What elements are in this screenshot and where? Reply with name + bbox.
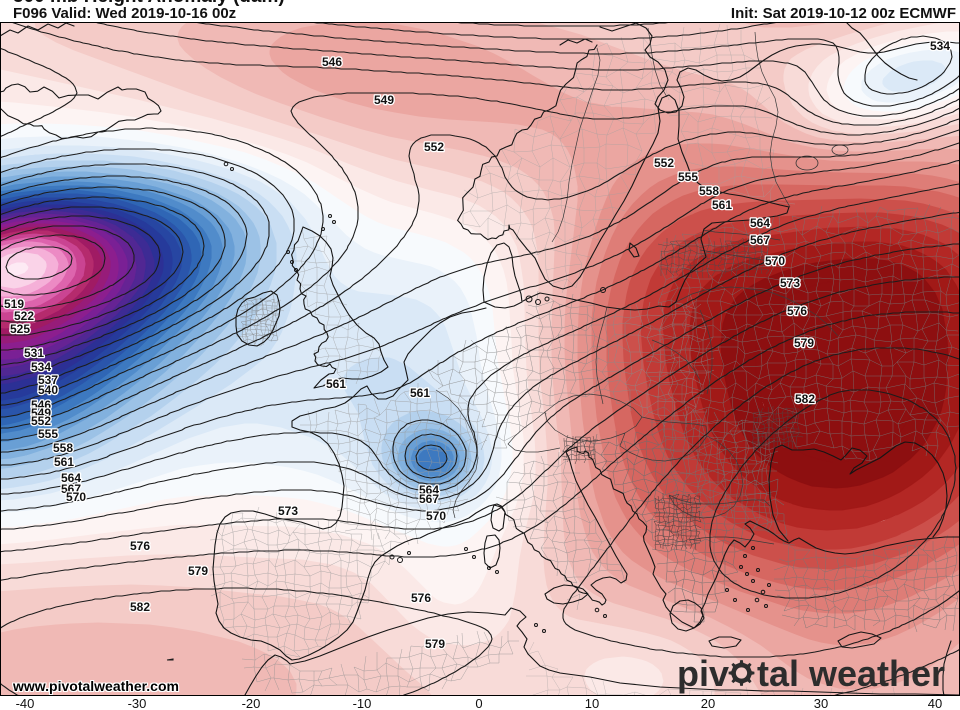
svg-text:561: 561 xyxy=(410,386,430,400)
svg-text:531: 531 xyxy=(24,346,44,360)
svg-text:570: 570 xyxy=(765,254,785,268)
svg-text:534: 534 xyxy=(930,39,950,53)
svg-text:519: 519 xyxy=(4,297,24,311)
svg-text:552: 552 xyxy=(31,414,51,428)
svg-text:567: 567 xyxy=(61,482,81,496)
svg-text:576: 576 xyxy=(130,539,150,553)
svg-text:534: 534 xyxy=(31,360,51,374)
svg-text:579: 579 xyxy=(425,637,445,651)
svg-text:552: 552 xyxy=(654,156,674,170)
svg-text:564: 564 xyxy=(61,471,81,485)
svg-text:522: 522 xyxy=(14,309,34,323)
svg-text:558: 558 xyxy=(53,441,73,455)
svg-text:582: 582 xyxy=(795,392,815,406)
svg-text:piv: piv xyxy=(677,653,729,694)
svg-text:567: 567 xyxy=(750,233,770,247)
svg-text:576: 576 xyxy=(787,304,807,318)
svg-text:567: 567 xyxy=(419,492,439,506)
svg-text:552: 552 xyxy=(424,140,444,154)
svg-text:537: 537 xyxy=(38,373,58,387)
svg-text:579: 579 xyxy=(188,564,208,578)
svg-text:555: 555 xyxy=(38,427,58,441)
svg-text:549: 549 xyxy=(374,93,394,107)
svg-text:546: 546 xyxy=(31,398,51,412)
svg-text:525: 525 xyxy=(10,322,30,336)
svg-text:540: 540 xyxy=(38,383,58,397)
svg-text:576: 576 xyxy=(411,591,431,605)
svg-text:564: 564 xyxy=(750,216,770,230)
svg-text:561: 561 xyxy=(712,198,732,212)
svg-text:561: 561 xyxy=(326,377,346,391)
svg-text:570: 570 xyxy=(66,490,86,504)
svg-text:573: 573 xyxy=(780,276,800,290)
svg-text:549: 549 xyxy=(31,406,51,420)
svg-text:582: 582 xyxy=(130,600,150,614)
svg-text:tal weather: tal weather xyxy=(757,653,945,694)
svg-text:561: 561 xyxy=(54,455,74,469)
svg-text:555: 555 xyxy=(678,170,698,184)
svg-text:570: 570 xyxy=(426,509,446,523)
svg-text:564: 564 xyxy=(419,483,439,497)
svg-text:546: 546 xyxy=(322,55,342,69)
svg-text:573: 573 xyxy=(278,504,298,518)
svg-text:558: 558 xyxy=(699,184,719,198)
svg-text:579: 579 xyxy=(794,336,814,350)
